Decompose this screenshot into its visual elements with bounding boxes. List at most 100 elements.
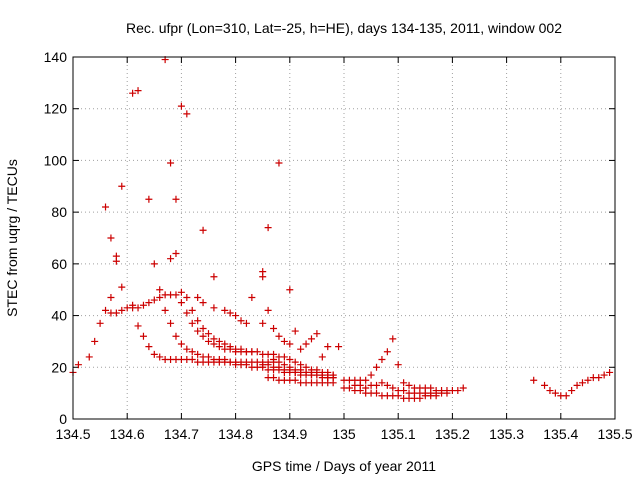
data-point [232, 312, 240, 320]
data-point [302, 340, 310, 348]
data-point [389, 384, 397, 392]
data-point [275, 358, 283, 366]
data-point [221, 356, 229, 364]
data-point [600, 371, 608, 379]
chart-title: Rec. ufpr (Lon=310, Lat=-25, h=HE), days… [126, 20, 562, 36]
data-point [177, 102, 185, 110]
data-point [74, 361, 82, 369]
data-point [329, 371, 337, 379]
data-point [242, 361, 250, 369]
data-point [91, 337, 99, 345]
axis-ticks [72, 56, 616, 420]
data-point [297, 345, 305, 353]
data-point [270, 356, 278, 364]
data-point [139, 332, 147, 340]
data-point [215, 337, 223, 345]
data-point [134, 322, 142, 330]
data-point [546, 387, 554, 395]
data-point [205, 330, 212, 338]
data-point [568, 387, 576, 395]
data-point [150, 350, 158, 358]
data-point [578, 379, 586, 387]
data-point [270, 374, 278, 382]
data-point [373, 363, 381, 371]
data-point [237, 345, 245, 353]
data-point [112, 257, 120, 265]
data-point [210, 304, 218, 312]
data-point [454, 387, 462, 395]
x-tick-label: 134.5 [55, 426, 90, 442]
data-point [291, 327, 299, 335]
data-point [432, 389, 440, 397]
data-point [156, 286, 164, 294]
data-point [373, 381, 381, 389]
data-point [335, 343, 343, 351]
data-point [378, 379, 386, 387]
data-point [286, 286, 294, 294]
data-point [199, 332, 207, 340]
x-tick-label: 135.1 [381, 426, 416, 442]
data-point [221, 306, 229, 314]
data-point [259, 273, 267, 281]
data-point [112, 309, 120, 317]
data-point [161, 306, 169, 314]
grid-lines [73, 57, 615, 419]
data-point [199, 325, 207, 332]
x-tick-label: 134.7 [164, 426, 199, 442]
data-point [118, 182, 126, 190]
data-point [324, 368, 332, 376]
data-point [107, 234, 115, 242]
data-point [264, 361, 272, 369]
data-point [584, 376, 592, 384]
data-point [118, 283, 126, 291]
data-point [205, 353, 212, 361]
y-tick-label: 80 [51, 204, 67, 220]
data-point [286, 356, 294, 364]
data-point [129, 301, 137, 309]
data-point [156, 353, 164, 361]
data-point [145, 195, 153, 203]
data-point [286, 340, 294, 348]
x-tick-label: 134.9 [272, 426, 307, 442]
data-point [324, 343, 332, 351]
data-point [383, 381, 391, 389]
data-point [172, 195, 180, 203]
data-point [129, 89, 137, 97]
data-point [210, 335, 218, 343]
data-point [139, 301, 147, 309]
data-point [280, 337, 288, 345]
data-point [150, 296, 158, 304]
x-tick-label: 135.4 [543, 426, 578, 442]
data-point [226, 309, 234, 317]
data-point [405, 381, 413, 389]
data-point [394, 361, 402, 369]
data-point [167, 319, 175, 327]
data-point [383, 348, 391, 356]
data-point [172, 332, 180, 340]
y-tick-label: 60 [51, 256, 67, 272]
data-point [183, 345, 191, 353]
y-tick-label: 120 [44, 101, 68, 117]
data-point [188, 319, 196, 327]
data-point [150, 260, 158, 268]
x-tick-label: 135.5 [597, 426, 632, 442]
data-point [177, 299, 185, 307]
data-point [248, 293, 256, 301]
data-point [194, 317, 202, 325]
data-point [102, 203, 110, 211]
plot-frame [72, 56, 616, 420]
data-point [242, 319, 250, 327]
data-point [373, 389, 381, 397]
data-point [226, 343, 234, 351]
data-point [248, 348, 256, 356]
y-tick-label: 0 [59, 411, 67, 427]
data-point [275, 159, 283, 167]
data-point [459, 384, 467, 392]
data-point [280, 361, 288, 369]
data-point [237, 317, 245, 325]
x-tick-label: 135.3 [489, 426, 524, 442]
data-point [400, 379, 408, 387]
data-point [172, 291, 180, 299]
y-axis-label: STEC from uqrg / TECUs [4, 159, 20, 317]
data-point [302, 363, 310, 371]
